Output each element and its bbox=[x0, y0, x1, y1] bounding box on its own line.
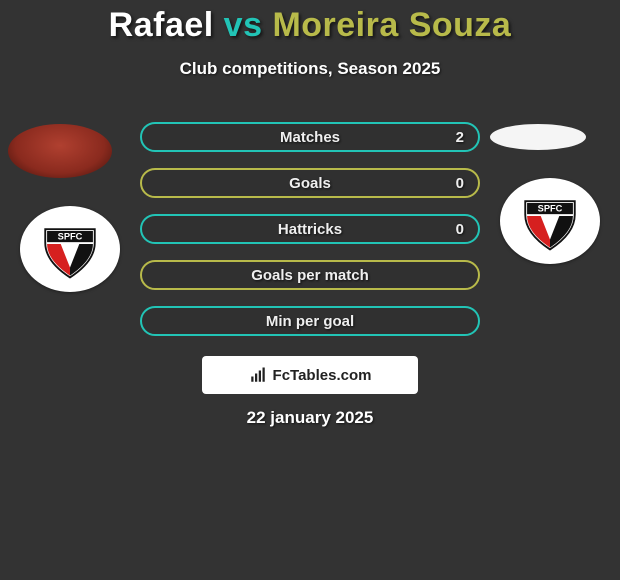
player2-avatar bbox=[490, 124, 586, 150]
player1-avatar bbox=[8, 124, 112, 178]
attribution-text: FcTables.com bbox=[273, 367, 372, 384]
attribution-badge: FcTables.com bbox=[202, 356, 418, 394]
comparison-title: Rafael vs Moreira Souza bbox=[0, 0, 620, 45]
stat-label: Goals bbox=[142, 170, 478, 196]
stat-row-min-per-goal: Min per goal bbox=[140, 306, 480, 336]
stat-row-goals: Goals 0 bbox=[140, 168, 480, 198]
svg-text:SPFC: SPFC bbox=[58, 232, 83, 242]
bar-chart-icon bbox=[249, 366, 267, 384]
stat-value: 0 bbox=[456, 170, 464, 196]
spfc-shield-icon: SPFC bbox=[514, 190, 586, 252]
stat-value: 2 bbox=[456, 124, 464, 150]
stat-label: Goals per match bbox=[142, 262, 478, 288]
stat-label: Matches bbox=[142, 124, 478, 150]
date-label: 22 january 2025 bbox=[0, 408, 620, 428]
player1-name: Rafael bbox=[109, 6, 214, 44]
player1-club-badge: SPFC bbox=[20, 206, 120, 292]
vs-label: vs bbox=[224, 6, 263, 44]
stat-label: Hattricks bbox=[142, 216, 478, 242]
spfc-shield-icon: SPFC bbox=[34, 218, 106, 280]
stat-value: 0 bbox=[456, 216, 464, 242]
stat-row-matches: Matches 2 bbox=[140, 122, 480, 152]
player2-name: Moreira Souza bbox=[272, 6, 511, 44]
stats-panel: Matches 2 Goals 0 Hattricks 0 Goals per … bbox=[140, 122, 480, 352]
stat-row-hattricks: Hattricks 0 bbox=[140, 214, 480, 244]
svg-text:SPFC: SPFC bbox=[538, 204, 563, 214]
player2-club-badge: SPFC bbox=[500, 178, 600, 264]
stat-row-goals-per-match: Goals per match bbox=[140, 260, 480, 290]
subtitle: Club competitions, Season 2025 bbox=[0, 59, 620, 79]
stat-label: Min per goal bbox=[142, 308, 478, 334]
